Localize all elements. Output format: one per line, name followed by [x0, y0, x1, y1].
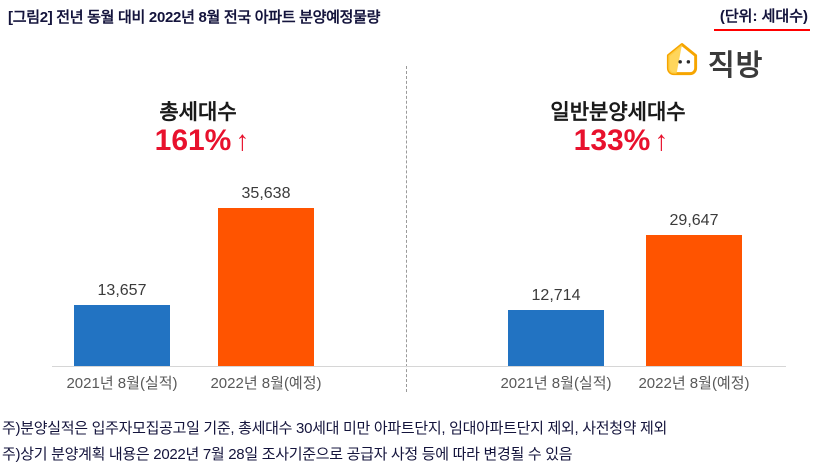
x-axis-label: 2022년 8월(예정)	[638, 375, 750, 392]
bar-blue	[508, 310, 604, 366]
group-title-general: 일반분양세대수	[550, 101, 686, 124]
up-arrow-icon: ↑	[235, 125, 250, 156]
footnotes: 주)분양실적은 입주자모집공고일 기준, 총세대수 30세대 미만 아파트단지,…	[2, 416, 814, 468]
bar-2022-total: 35,638	[218, 185, 314, 366]
bar-value-label: 12,714	[531, 287, 581, 304]
growth-percent-total: 161%	[154, 124, 232, 157]
x-axis-label: 2022년 8월(예정)	[210, 375, 322, 392]
group-divider-line	[406, 66, 407, 392]
bar-2021-total: 13,657	[74, 282, 170, 366]
house-icon	[662, 40, 702, 85]
bar-value-label: 35,638	[241, 185, 291, 202]
page-title: [그림2] 전년 동월 대비 2022년 8월 전국 아파트 분양예정물량	[8, 9, 381, 26]
footnote-line: 주)분양실적은 입주자모집공고일 기준, 총세대수 30세대 미만 아파트단지,…	[2, 420, 668, 437]
up-arrow-icon: ↑	[654, 125, 669, 156]
zigbang-logo: 직방	[662, 40, 763, 85]
x-axis-label: 2021년 8월(실적)	[66, 375, 178, 392]
bar-2022-general: 29,647	[646, 212, 742, 366]
footnote-line: 주)상기 분양계획 내용은 2022년 7월 28일 조사기준으로 공급자 사정…	[2, 446, 573, 463]
bar-blue	[74, 305, 170, 366]
group-title-total: 총세대수	[159, 101, 237, 124]
group-growth-total: 161% ↑	[155, 124, 250, 158]
bar-orange	[218, 208, 314, 366]
growth-percent-general: 133%	[573, 124, 651, 157]
x-axis-baseline	[52, 366, 786, 367]
unit-label: (단위: 세대수)	[713, 5, 810, 31]
group-growth-general: 133% ↑	[574, 124, 669, 158]
logo-text: 직방	[708, 49, 764, 82]
bar-value-label: 29,647	[669, 212, 719, 229]
bar-2021-general: 12,714	[508, 287, 604, 366]
bar-orange	[646, 235, 742, 366]
x-axis-label: 2021년 8월(실적)	[500, 375, 612, 392]
bar-value-label: 13,657	[97, 282, 147, 299]
